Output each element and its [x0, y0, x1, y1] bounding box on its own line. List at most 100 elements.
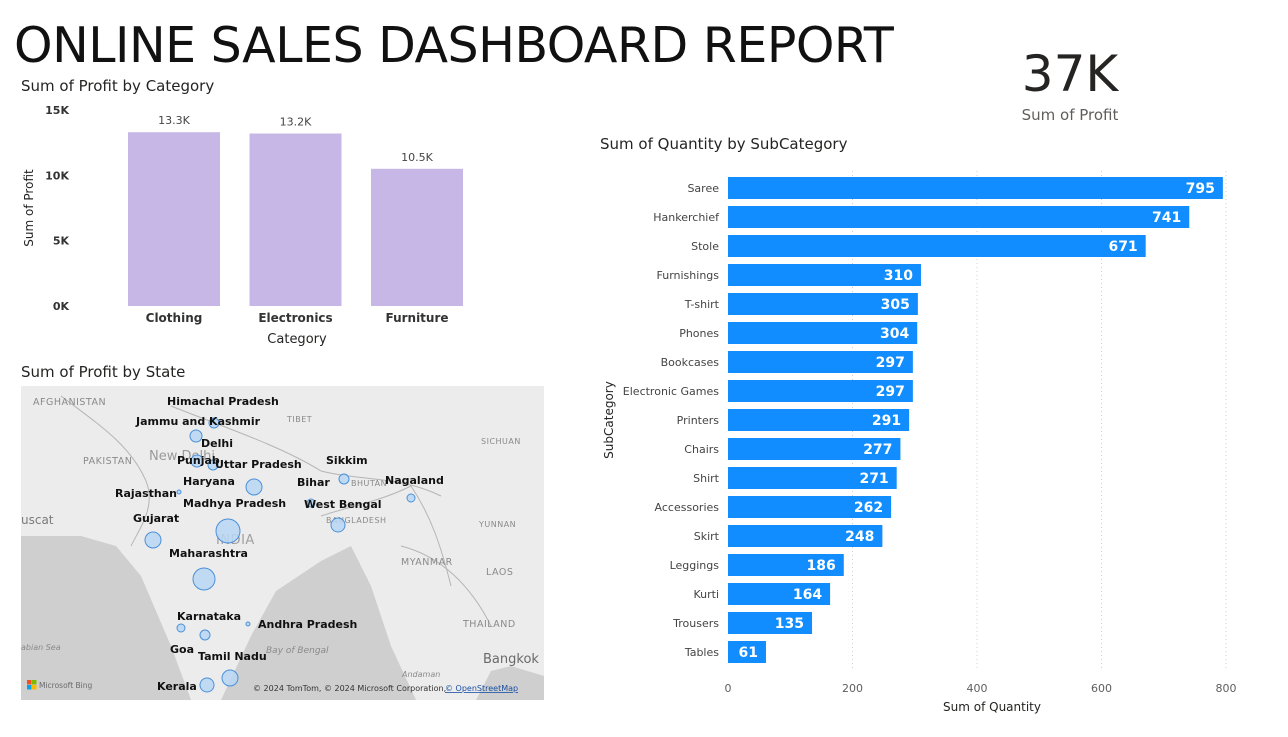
subcategory-bar[interactable]	[728, 380, 913, 402]
bay-of-bengal	[221, 546, 416, 700]
state-bubble	[192, 567, 216, 591]
subcategory-bar[interactable]	[728, 641, 766, 663]
subcategory-data-label: 297	[876, 355, 905, 371]
subcategory-bar[interactable]	[728, 293, 918, 315]
state-label: Rajasthan	[115, 487, 177, 500]
subcategory-bar[interactable]	[728, 525, 883, 547]
subcategory-y-tick: Kurti	[693, 588, 719, 601]
map-base-label: MYANMAR	[401, 557, 453, 568]
profit-card[interactable]: 37K Sum of Profit	[1000, 44, 1140, 124]
subcategory-y-tick: Trousers	[672, 617, 719, 630]
subcategory-bar[interactable]	[728, 583, 831, 605]
subcategory-bar[interactable]	[728, 438, 901, 460]
state-bubble	[245, 621, 251, 627]
state-label: Andhra Pradesh	[258, 618, 357, 631]
subcategory-bar[interactable]	[728, 177, 1223, 199]
category-bar[interactable]	[249, 133, 342, 306]
state-label: Nagaland	[385, 474, 444, 487]
subcategory-y-tick: Stole	[691, 240, 719, 253]
category-data-label: 13.3K	[158, 114, 190, 127]
map-base-label: BANGLADESH	[326, 516, 387, 525]
subcategory-chart[interactable]: 0 200 400 600 800 Saree 795 Hankerchief 741 Stole…	[600, 157, 1288, 737]
state-bubble	[330, 517, 346, 533]
subcategory-data-label: 277	[863, 442, 892, 458]
state-bubble	[176, 489, 182, 495]
subcategory-data-label: 291	[872, 413, 901, 429]
subcategory-data-label: 795	[1186, 181, 1215, 197]
state-label: Bihar	[297, 476, 330, 489]
category-y-tick: 15K	[45, 104, 69, 117]
map-base-label: BHUTAN	[351, 479, 387, 488]
state-label: Karnataka	[177, 610, 241, 623]
state-bubble	[215, 518, 241, 544]
subcategory-bar[interactable]	[728, 554, 844, 576]
map-base-label: AFGHANISTAN	[33, 397, 106, 408]
category-y-tick: 10K	[45, 169, 69, 182]
category-y-axis-title: Sum of Profit	[22, 169, 36, 247]
map-base-label: THAILAND	[462, 619, 516, 630]
map-base-label: SICHUAN	[481, 437, 521, 446]
state-label: Jammu and Kashmir	[135, 415, 261, 428]
state-bubble	[199, 629, 211, 641]
map-base-label: uscat	[21, 513, 54, 527]
state-label: Madhya Pradesh	[183, 497, 286, 510]
subcategory-bar[interactable]	[728, 322, 918, 344]
subcategory-chart-title: Sum of Quantity by SubCategory	[600, 135, 848, 153]
subcategory-bar[interactable]	[728, 235, 1146, 257]
category-data-label: 10.5K	[401, 151, 433, 164]
category-data-label: 13.2K	[280, 116, 312, 129]
state-map[interactable]: AFGHANISTAN TIBET SICHUAN PAKISTAN New D…	[21, 386, 544, 700]
subcategory-data-label: 304	[880, 326, 909, 342]
subcategory-data-label: 297	[876, 384, 905, 400]
subcategory-bar[interactable]	[728, 206, 1190, 228]
subcategory-x-tick: 0	[725, 682, 732, 695]
subcategory-bar[interactable]	[728, 409, 910, 431]
state-label: Uttar Pradesh	[215, 458, 302, 471]
subcategory-y-tick: Furnishings	[657, 269, 720, 282]
state-bubble	[406, 493, 416, 503]
map-base-label: LAOS	[486, 567, 513, 578]
subcategory-bar[interactable]	[728, 612, 813, 634]
subcategory-y-tick: Electronic Games	[623, 385, 719, 398]
subcategory-data-label: 135	[775, 616, 804, 632]
state-bubble	[245, 478, 263, 496]
state-label: Delhi	[201, 437, 233, 450]
category-bar[interactable]	[128, 132, 220, 306]
subcategory-bar[interactable]	[728, 467, 897, 489]
subcategory-y-tick: Saree	[687, 182, 719, 195]
subcategory-bar[interactable]	[728, 264, 921, 286]
state-label: Gujarat	[133, 512, 179, 525]
subcategory-y-tick: Hankerchief	[653, 211, 720, 224]
state-label: Himachal Pradesh	[167, 395, 279, 408]
state-label: Haryana	[183, 475, 235, 488]
map-canvas[interactable]: AFGHANISTAN TIBET SICHUAN PAKISTAN New D…	[21, 386, 544, 700]
subcategory-y-tick: Printers	[677, 414, 720, 427]
subcategory-data-label: 248	[845, 529, 874, 545]
map-base-label: Andaman	[401, 670, 440, 679]
subcategory-x-tick: 200	[842, 682, 863, 695]
subcategory-bar[interactable]	[728, 496, 892, 518]
category-chart[interactable]: 0K 5K 10K 15K Sum of Profit 13.3K Clothing 13.2…	[0, 98, 560, 398]
map-copyright: © 2024 TomTom, © 2024 Microsoft Corporat…	[253, 684, 446, 693]
subcategory-y-tick: Shirt	[693, 472, 720, 485]
subcategory-x-axis-title: Sum of Quantity	[943, 700, 1041, 714]
subcategory-x-tick: 600	[1091, 682, 1112, 695]
map-osm-link[interactable]: © OpenStreetMap	[445, 684, 518, 693]
state-label: West Bengal	[304, 498, 382, 511]
state-bubble	[176, 623, 186, 633]
state-label: Sikkim	[326, 454, 368, 467]
subcategory-data-label: 305	[881, 297, 910, 313]
state-bubble	[190, 454, 204, 468]
subcategory-data-label: 310	[884, 268, 913, 284]
bing-logo: Microsoft Bing	[27, 680, 92, 690]
subcategory-bar[interactable]	[728, 351, 913, 373]
category-y-tick: 5K	[53, 235, 70, 248]
map-base-label: Bay of Bengal	[266, 646, 329, 656]
category-bar[interactable]	[371, 168, 463, 306]
subcategory-y-tick: Tables	[684, 646, 719, 659]
gulf-of-thailand	[476, 666, 544, 700]
state-bubble	[208, 417, 220, 429]
map-base-label: TIBET	[286, 415, 312, 424]
map-base-label: PAKISTAN	[83, 456, 132, 467]
subcategory-data-label: 671	[1108, 239, 1137, 255]
